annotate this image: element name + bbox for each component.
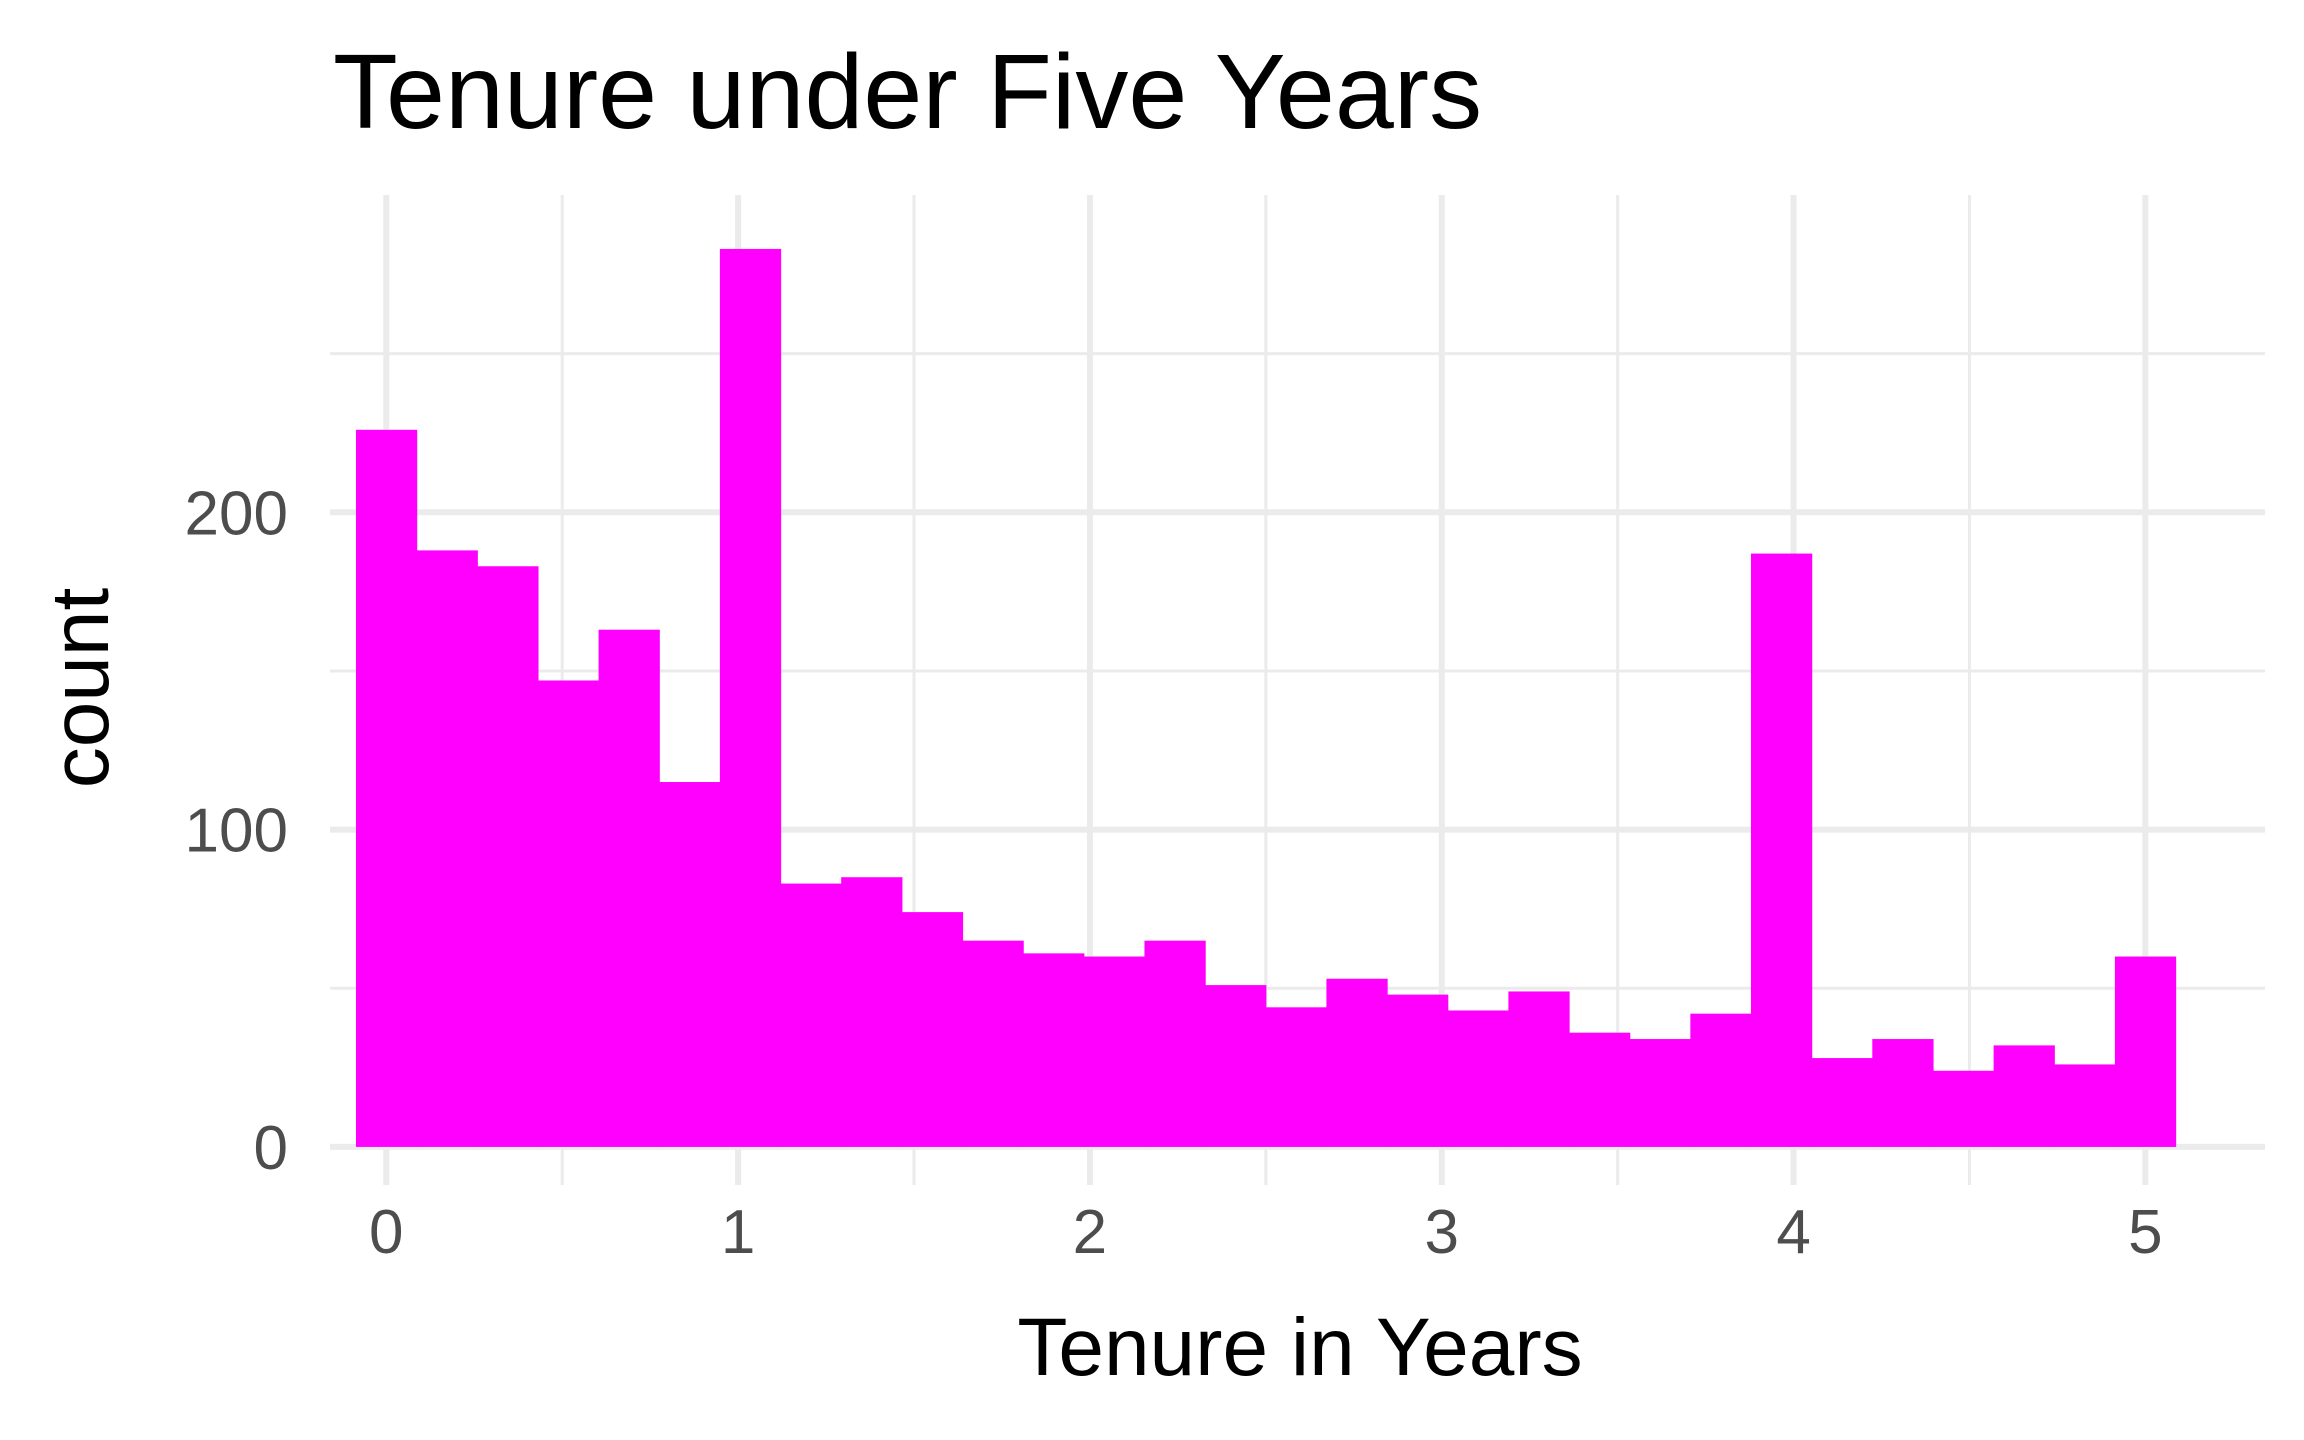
- y-tick-label: 200: [185, 479, 288, 548]
- histogram-bar: [537, 680, 600, 1147]
- histogram-bar: [1811, 1058, 1873, 1147]
- x-tick-label: 1: [721, 1198, 755, 1267]
- y-axis-title: count: [35, 587, 126, 788]
- histogram-bar: [1993, 1045, 2055, 1147]
- histogram-bar: [1326, 978, 1388, 1147]
- histogram-bar: [1387, 994, 1449, 1147]
- x-tick-label: 5: [2128, 1198, 2162, 1267]
- histogram-bar: [598, 629, 660, 1147]
- histogram-bar: [2054, 1064, 2116, 1147]
- histogram-bar: [1690, 1013, 1752, 1147]
- histogram-bar: [1205, 985, 1267, 1147]
- histogram-bar: [416, 550, 478, 1147]
- x-tick-label: 0: [369, 1198, 403, 1267]
- histogram-bar: [659, 782, 721, 1147]
- histogram-bar: [477, 566, 539, 1147]
- histogram-bars: [355, 248, 2177, 1147]
- histogram-bar: [1144, 940, 1206, 1147]
- y-tick-label: 100: [185, 797, 288, 866]
- histogram-bar: [780, 883, 842, 1147]
- histogram-bar: [901, 912, 964, 1147]
- tick-labels: 0 1 2 3 4 5 0 100 200: [185, 479, 2163, 1267]
- x-tick-label: 2: [1073, 1198, 1107, 1267]
- histogram-bar: [962, 940, 1024, 1147]
- histogram-bar: [1569, 1032, 1631, 1147]
- x-tick-label: 4: [1776, 1198, 1810, 1267]
- x-axis-title: Tenure in Years: [1017, 1302, 1582, 1393]
- histogram-bar: [1447, 1010, 1509, 1147]
- histogram-bar: [1872, 1039, 1934, 1147]
- histogram-bar: [1023, 953, 1085, 1147]
- x-tick-label: 3: [1425, 1198, 1459, 1267]
- y-tick-label: 0: [254, 1114, 288, 1183]
- histogram-bar: [1629, 1039, 1691, 1147]
- histogram-bar: [1083, 956, 1146, 1147]
- histogram-bar: [2114, 956, 2177, 1147]
- histogram-bar: [1265, 1007, 1328, 1147]
- histogram-bar: [1508, 991, 1570, 1147]
- histogram-bar: [1932, 1070, 1995, 1147]
- chart-title: Tenure under Five Years: [333, 33, 1482, 151]
- histogram-bar: [719, 248, 782, 1147]
- histogram-bar: [355, 429, 418, 1147]
- histogram-bar: [1750, 553, 1813, 1147]
- histogram-bar: [841, 877, 903, 1147]
